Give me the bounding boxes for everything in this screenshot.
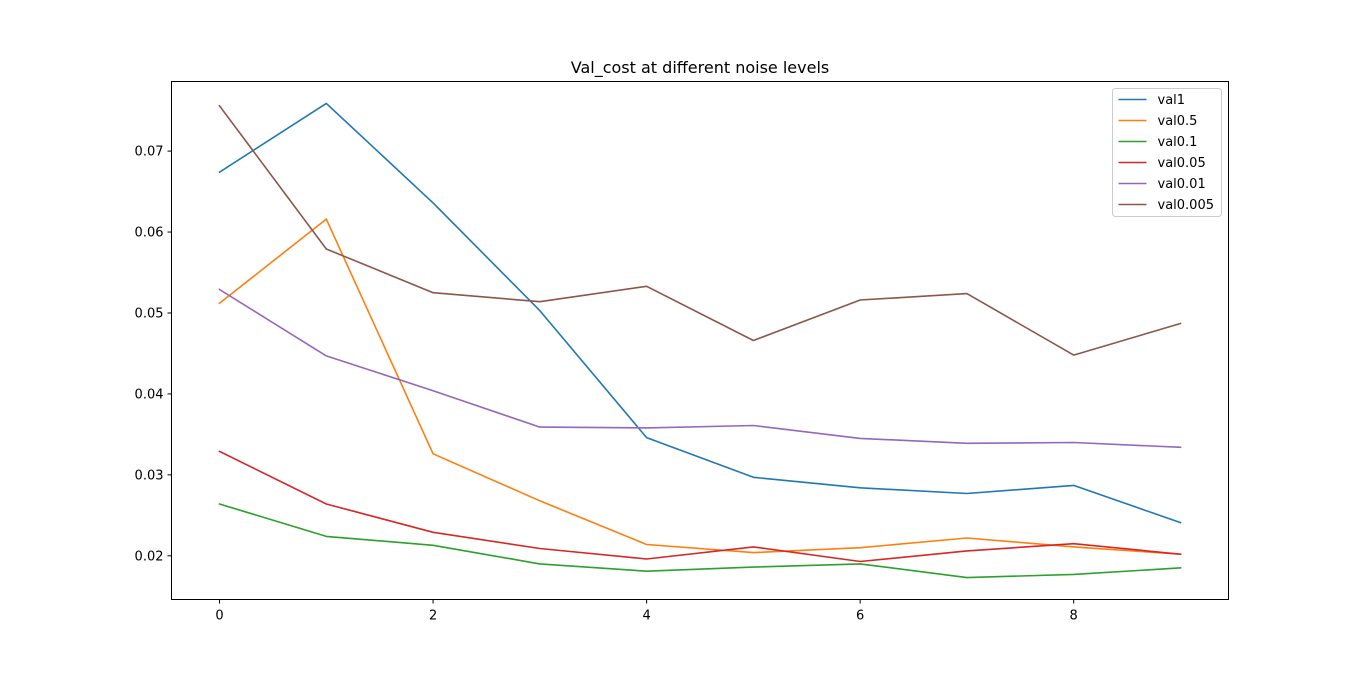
y-tick-label-2: 0.04	[135, 387, 164, 402]
series-line-5	[218, 104, 1182, 356]
series-line-4	[218, 288, 1182, 449]
legend-label-5: val0.005	[1158, 198, 1215, 213]
legend-label-1: val0.5	[1158, 114, 1198, 129]
series-line-0	[218, 102, 1182, 524]
x-tick-label-0: 0	[215, 609, 223, 624]
x-axis: 0 2 4 6 8	[215, 599, 1078, 624]
series-line-3	[218, 450, 1182, 563]
legend-label-0: val1	[1158, 93, 1186, 108]
y-tick-label-1: 0.03	[135, 468, 164, 483]
y-axis: 0.02 0.03 0.04 0.05 0.06 0.07	[135, 145, 172, 564]
legend-label-4: val0.01	[1158, 177, 1206, 192]
series-line-1	[218, 218, 1182, 556]
legend-label-2: val0.1	[1158, 135, 1198, 150]
x-tick-label-2: 4	[642, 609, 650, 624]
x-tick-label-1: 2	[429, 609, 437, 624]
series-line-2	[218, 503, 1182, 579]
x-tick-label-3: 6	[856, 609, 864, 624]
legend: val1 val0.5 val0.1 val0.05 val0.01 val0.005	[1112, 88, 1222, 217]
y-tick-label-5: 0.07	[135, 145, 164, 160]
series-layer	[218, 102, 1182, 579]
y-tick-label-3: 0.05	[135, 306, 164, 321]
y-tick-label-0: 0.02	[135, 549, 164, 564]
x-tick-label-4: 8	[1070, 609, 1078, 624]
y-tick-label-4: 0.06	[135, 226, 164, 241]
chart-title: Val_cost at different noise levels	[571, 58, 829, 78]
legend-label-3: val0.05	[1158, 156, 1206, 171]
plot-frame	[171, 81, 1229, 600]
